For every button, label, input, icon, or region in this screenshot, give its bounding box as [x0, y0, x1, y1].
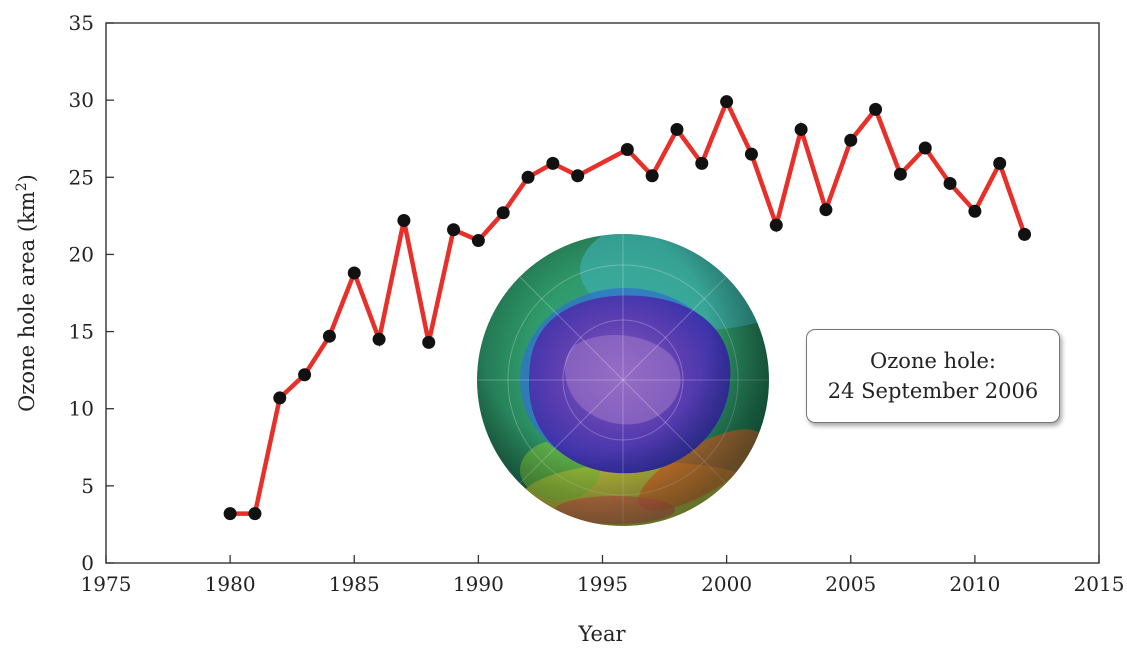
- data-point: [695, 156, 709, 170]
- data-point: [447, 223, 461, 237]
- y-tick-label: 35: [69, 11, 94, 35]
- data-point: [993, 156, 1007, 170]
- annotation-line-2: 24 September 2006: [827, 379, 1039, 403]
- y-tick-label: 10: [69, 397, 94, 421]
- y-tick-label: 25: [69, 165, 94, 189]
- data-point: [918, 141, 932, 155]
- x-tick-label: 2005: [825, 572, 876, 596]
- ozone-hole-globe-icon: [477, 234, 769, 526]
- y-tick-label: 5: [81, 474, 94, 498]
- x-tick-label: 1975: [81, 572, 132, 596]
- x-tick-label: 1985: [329, 572, 380, 596]
- y-tick-label: 0: [81, 551, 94, 575]
- data-point: [521, 170, 535, 184]
- data-point: [869, 102, 883, 116]
- data-point: [645, 169, 659, 183]
- y-tick-label: 15: [69, 320, 94, 344]
- x-tick-label: 2015: [1074, 572, 1125, 596]
- x-tick-label: 1995: [577, 572, 628, 596]
- data-point: [968, 204, 982, 218]
- data-point: [819, 203, 833, 217]
- data-point: [670, 122, 684, 136]
- data-point: [571, 169, 585, 183]
- data-point: [471, 234, 485, 248]
- data-point: [298, 368, 312, 382]
- annotation-callout: Ozone hole: 24 September 2006: [806, 329, 1060, 423]
- annotation-line-1: Ozone hole:: [870, 349, 996, 373]
- data-point: [1018, 227, 1032, 241]
- data-point: [893, 167, 907, 181]
- data-point: [943, 176, 957, 190]
- data-point: [844, 133, 858, 147]
- x-tick-label: 2010: [949, 572, 1000, 596]
- data-point: [496, 206, 510, 220]
- data-point: [347, 266, 361, 280]
- data-point: [422, 335, 436, 349]
- data-point: [248, 507, 262, 521]
- data-point: [620, 143, 634, 157]
- x-tick-label: 1990: [453, 572, 504, 596]
- y-axis: 0 5 10 15 20 25 30 35: [69, 11, 114, 575]
- y-tick-label: 20: [69, 242, 94, 266]
- series-markers: [223, 95, 1032, 521]
- x-tick-label: 1980: [205, 572, 256, 596]
- ozone-area-line: [230, 96, 1027, 516]
- x-axis-label: Year: [577, 622, 626, 646]
- data-point: [546, 156, 560, 170]
- x-axis: 1975 1980 1985 1990 1995 2000 2005 2010 2015: [81, 555, 1125, 596]
- data-point: [273, 391, 287, 405]
- data-point: [720, 95, 734, 109]
- data-point: [397, 213, 411, 227]
- data-point: [372, 332, 386, 346]
- data-point: [744, 147, 758, 161]
- data-point: [794, 122, 808, 136]
- y-axis-label: Ozone hole area (km2): [14, 174, 39, 412]
- data-point: [322, 329, 336, 343]
- data-point: [769, 218, 783, 232]
- series-line: [230, 96, 1027, 516]
- y-tick-label: 30: [69, 88, 94, 112]
- x-tick-label: 2000: [701, 572, 752, 596]
- data-point: [223, 507, 237, 521]
